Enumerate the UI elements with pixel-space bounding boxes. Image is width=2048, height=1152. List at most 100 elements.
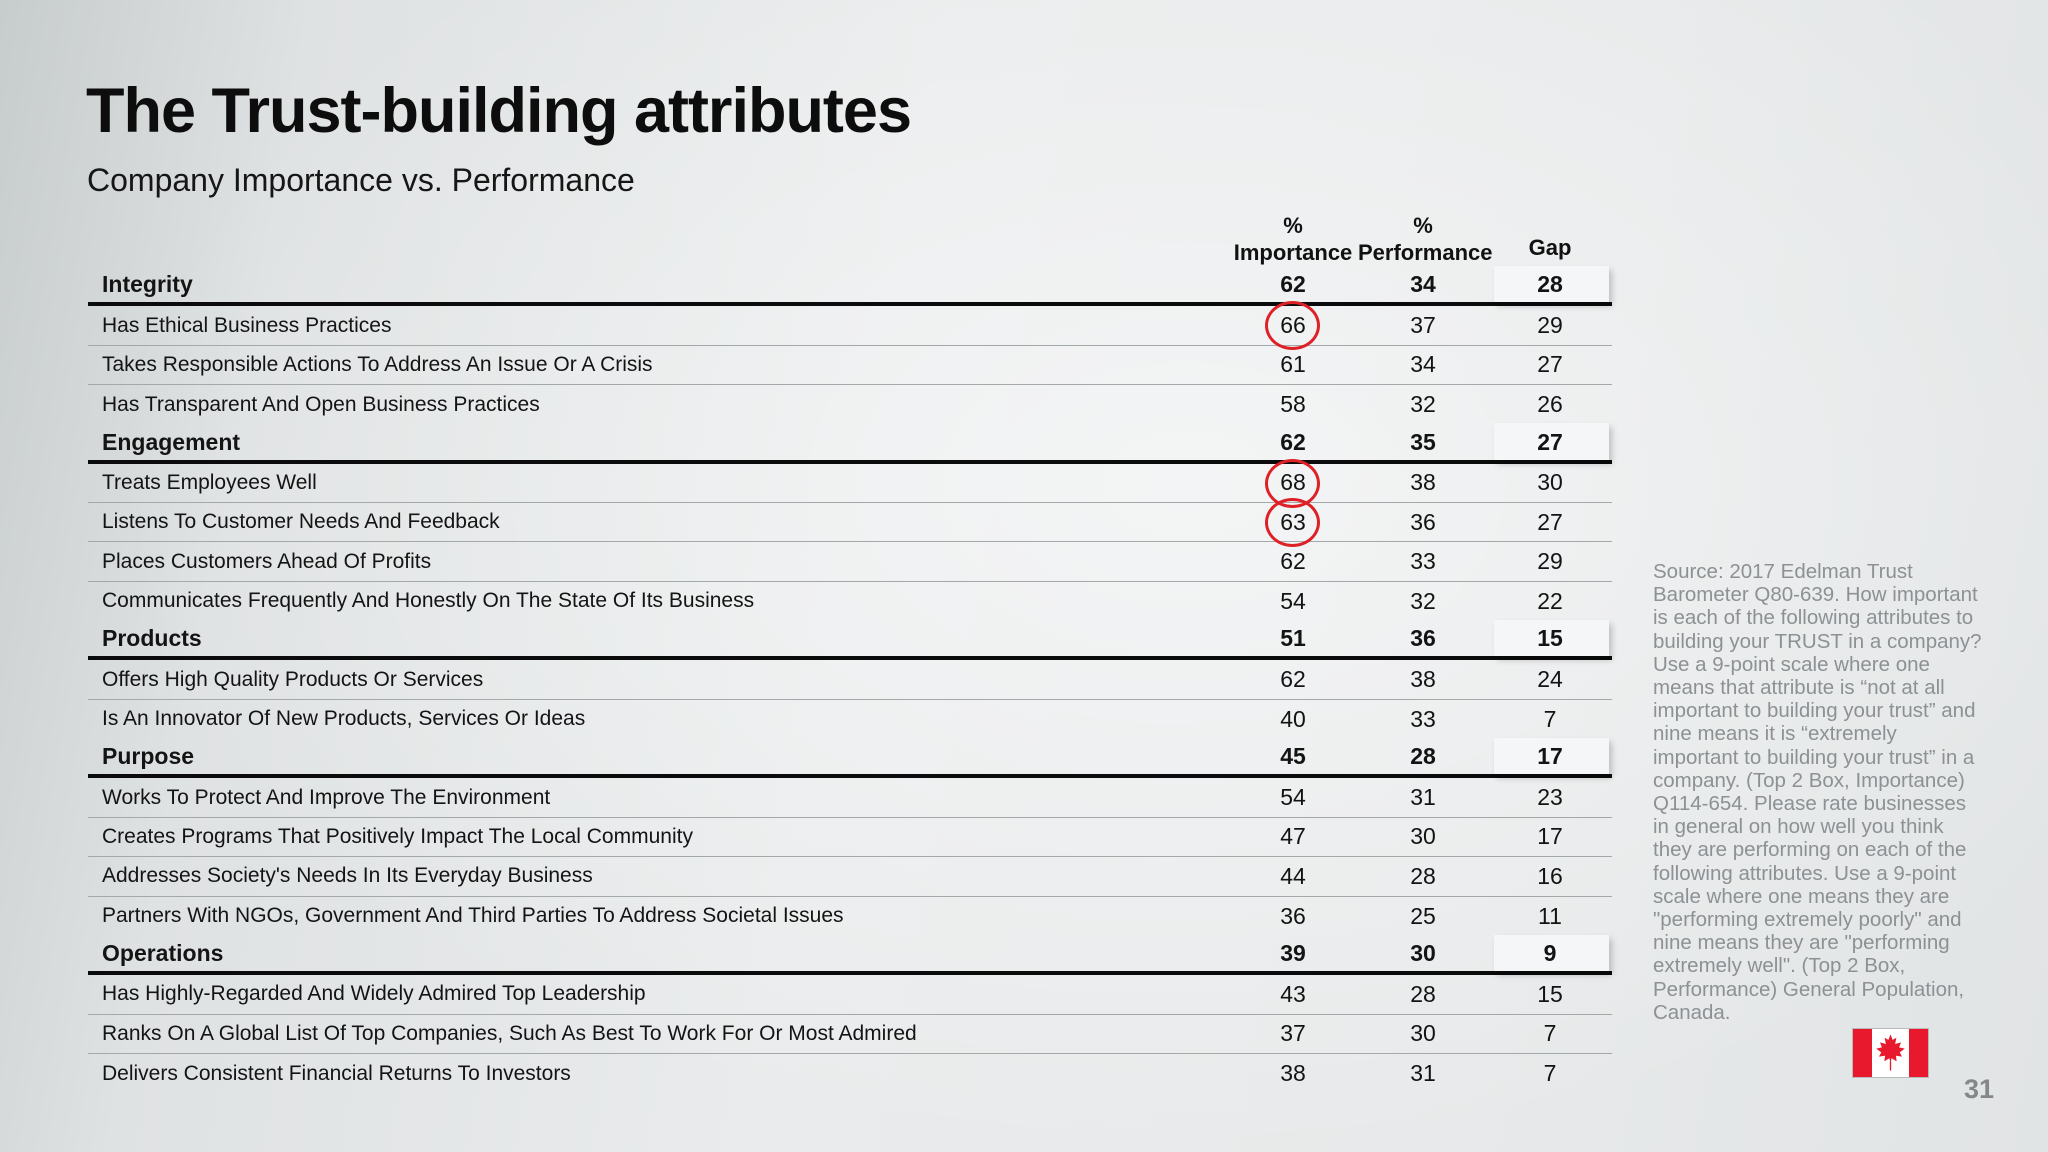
performance-value: 28 bbox=[1410, 743, 1436, 770]
performance-value: 32 bbox=[1410, 587, 1436, 614]
attribute-row: Has Highly-Regarded And Widely Admired T… bbox=[88, 975, 1612, 1015]
attribute-row: Has Transparent And Open Business Practi… bbox=[88, 385, 1612, 424]
importance-value: 44 bbox=[1280, 862, 1306, 889]
gap-value: 29 bbox=[1537, 548, 1563, 575]
performance-value: 36 bbox=[1410, 508, 1436, 535]
category-row: Purpose 45 28 17 bbox=[88, 738, 1612, 779]
attribute-row: Partners With NGOs, Government And Third… bbox=[88, 897, 1612, 936]
row-label: Has Highly-Regarded And Widely Admired T… bbox=[102, 982, 646, 1006]
importance-value: 61 bbox=[1280, 351, 1306, 378]
category-row: Products 51 36 15 bbox=[88, 620, 1612, 661]
page-number: 31 bbox=[1964, 1074, 1995, 1104]
row-label: Communicates Frequently And Honestly On … bbox=[102, 589, 755, 613]
attribute-row: Takes Responsible Actions To Address An … bbox=[88, 346, 1612, 386]
attribute-row: Places Customers Ahead Of Profits 62 33 29 bbox=[88, 542, 1612, 582]
maple-leaf-icon bbox=[1876, 1034, 1905, 1071]
performance-value: 30 bbox=[1410, 1020, 1436, 1047]
canada-flag-icon bbox=[1852, 1028, 1929, 1078]
importance-value: 43 bbox=[1280, 980, 1306, 1007]
gap-value: 27 bbox=[1537, 351, 1563, 378]
row-label: Delivers Consistent Financial Returns To… bbox=[102, 1061, 571, 1085]
attribute-row: Delivers Consistent Financial Returns To… bbox=[88, 1054, 1612, 1093]
gap-value: 26 bbox=[1537, 391, 1563, 418]
performance-percent-sign: % bbox=[1413, 213, 1433, 238]
gap-value: 7 bbox=[1543, 705, 1557, 732]
column-header-gap: Gap bbox=[1488, 234, 1612, 266]
gap-value: 11 bbox=[1538, 902, 1562, 929]
performance-value: 34 bbox=[1410, 351, 1436, 378]
row-label: Treats Employees Well bbox=[102, 470, 317, 494]
performance-value: 32 bbox=[1410, 391, 1436, 418]
row-label: Has Ethical Business Practices bbox=[102, 313, 392, 337]
importance-percent-sign: % bbox=[1283, 213, 1303, 238]
performance-value: 33 bbox=[1410, 705, 1436, 732]
importance-value: 54 bbox=[1280, 784, 1306, 811]
attribute-row: Treats Employees Well 68 38 30 bbox=[88, 458, 1612, 508]
attribute-row: Addresses Society's Needs In Its Everyda… bbox=[88, 857, 1612, 897]
category-row: Engagement 62 35 27 bbox=[88, 423, 1612, 464]
performance-value: 38 bbox=[1410, 666, 1436, 693]
page-title: The Trust-building attributes bbox=[86, 76, 912, 146]
importance-value: 62 bbox=[1280, 428, 1306, 455]
performance-value: 25 bbox=[1410, 902, 1436, 929]
attribute-row: Communicates Frequently And Honestly On … bbox=[88, 582, 1612, 621]
attribute-row: Listens To Customer Needs And Feedback 63… bbox=[88, 498, 1612, 548]
gap-value: 28 bbox=[1537, 271, 1563, 298]
performance-value: 30 bbox=[1410, 940, 1436, 967]
row-label: Products bbox=[102, 625, 202, 652]
importance-value: 62 bbox=[1280, 271, 1306, 298]
performance-value: 38 bbox=[1410, 469, 1436, 496]
row-label: Integrity bbox=[102, 271, 193, 298]
performance-value: 31 bbox=[1410, 784, 1436, 811]
gap-value: 23 bbox=[1537, 784, 1563, 811]
importance-value: 58 bbox=[1280, 391, 1306, 418]
attribute-row: Creates Programs That Positively Impact … bbox=[88, 818, 1612, 858]
gap-value: 7 bbox=[1543, 1020, 1557, 1047]
gap-value: 7 bbox=[1543, 1060, 1557, 1087]
gap-value: 27 bbox=[1537, 508, 1563, 535]
page-subtitle: Company Importance vs. Performance bbox=[87, 162, 635, 198]
performance-value: 31 bbox=[1410, 1060, 1436, 1087]
importance-value: 54 bbox=[1280, 587, 1306, 614]
attribute-row: Works To Protect And Improve The Environ… bbox=[88, 778, 1612, 818]
importance-value: 47 bbox=[1280, 823, 1306, 850]
row-label: Purpose bbox=[102, 743, 195, 770]
category-row: Operations 39 30 9 bbox=[88, 934, 1612, 976]
column-header-performance: % Performance bbox=[1358, 212, 1493, 266]
gap-value: 17 bbox=[1537, 823, 1563, 850]
performance-value: 36 bbox=[1410, 625, 1436, 652]
performance-value: 30 bbox=[1410, 823, 1436, 850]
row-label: Partners With NGOs, Government And Third… bbox=[102, 904, 844, 928]
column-header-importance: % Importance bbox=[1228, 212, 1358, 266]
table-body: Integrity 62 34 28 Has Ethical Business Prac… bbox=[88, 265, 1612, 1093]
category-row: Integrity 62 34 28 bbox=[88, 265, 1612, 307]
importance-value: 39 bbox=[1280, 940, 1306, 967]
row-label: Is An Innovator Of New Products, Service… bbox=[102, 707, 586, 731]
gap-value: 24 bbox=[1537, 666, 1563, 693]
red-circle-annotation-icon bbox=[1265, 301, 1320, 351]
source-note: Source: 2017 Edelman Trust Barometer Q80… bbox=[1653, 560, 1982, 1024]
importance-value: 62 bbox=[1280, 666, 1306, 693]
row-label: Offers High Quality Products Or Services bbox=[102, 667, 484, 691]
performance-value: 35 bbox=[1410, 428, 1436, 455]
row-label: Operations bbox=[102, 940, 224, 967]
performance-value: 28 bbox=[1410, 980, 1436, 1007]
attribute-row: Ranks On A Global List Of Top Companies,… bbox=[88, 1015, 1612, 1054]
gap-value: 30 bbox=[1537, 469, 1563, 496]
row-label: Ranks On A Global List Of Top Companies,… bbox=[102, 1021, 917, 1045]
row-label: Takes Responsible Actions To Address An … bbox=[102, 352, 653, 376]
row-label: Engagement bbox=[102, 428, 241, 455]
performance-header-label: Performance bbox=[1358, 240, 1493, 265]
importance-value: 37 bbox=[1280, 1020, 1306, 1047]
performance-value: 28 bbox=[1410, 862, 1436, 889]
row-label: Places Customers Ahead Of Profits bbox=[102, 549, 432, 573]
importance-value: 51 bbox=[1280, 625, 1306, 652]
attribute-row: Is An Innovator Of New Products, Service… bbox=[88, 700, 1612, 739]
attribute-row: Offers High Quality Products Or Services… bbox=[88, 660, 1612, 700]
gap-value: 17 bbox=[1537, 743, 1563, 770]
performance-value: 34 bbox=[1410, 271, 1436, 298]
table-header: % Importance % Performance Gap bbox=[88, 201, 1612, 267]
gap-value: 15 bbox=[1537, 625, 1563, 652]
row-label: Addresses Society's Needs In Its Everyda… bbox=[102, 864, 593, 888]
